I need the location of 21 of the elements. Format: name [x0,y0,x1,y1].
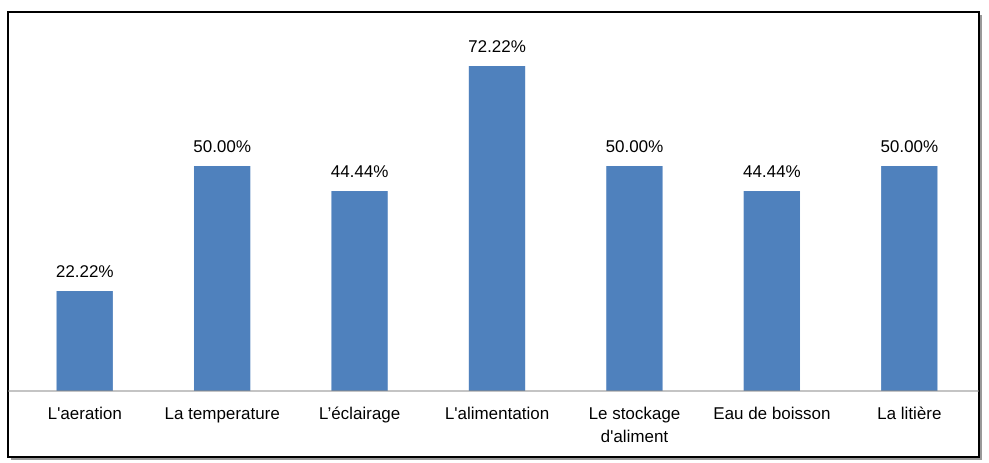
bar [606,166,663,391]
x-tick-label: Le stockage d'aliment [588,404,680,446]
data-label: 50.00% [606,136,664,156]
bar [194,166,250,391]
x-tick-label: L’éclairage [318,404,400,423]
data-label: 50.00% [193,136,251,156]
data-label: 44.44% [330,162,388,182]
bar [744,191,800,391]
data-label: 22.22% [56,262,114,282]
bar [468,66,526,391]
data-label: 50.00% [880,136,938,156]
bar [56,291,113,391]
x-tick-label: La temperature [164,404,280,423]
x-tick-label: Eau de boisson [713,404,830,423]
data-label: 44.44% [743,162,801,182]
x-tick-label: L'alimentation [444,404,550,423]
data-label: 72.22% [468,37,526,56]
x-tick-label: L'aeration [48,404,122,423]
x-tick-label: La litière [877,404,942,423]
bar [881,166,938,391]
bar [331,191,388,391]
